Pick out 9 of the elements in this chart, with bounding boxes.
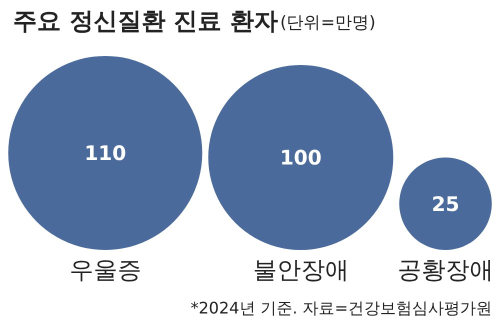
text: (단위=만명) (280, 13, 376, 33)
text: 주요 정신질환 진료 환자 (13, 7, 278, 35)
text: *2024년 기준. 자료=건강보험심사평가원 (190, 298, 492, 318)
category-label: 공황장애 (398, 256, 494, 284)
data-label: 110 (84, 140, 126, 165)
category-label: 불안장애 (252, 256, 349, 284)
data-label: 100 (280, 146, 322, 170)
data-label: 25 (432, 192, 460, 216)
category-label: 우울증 (69, 256, 142, 284)
